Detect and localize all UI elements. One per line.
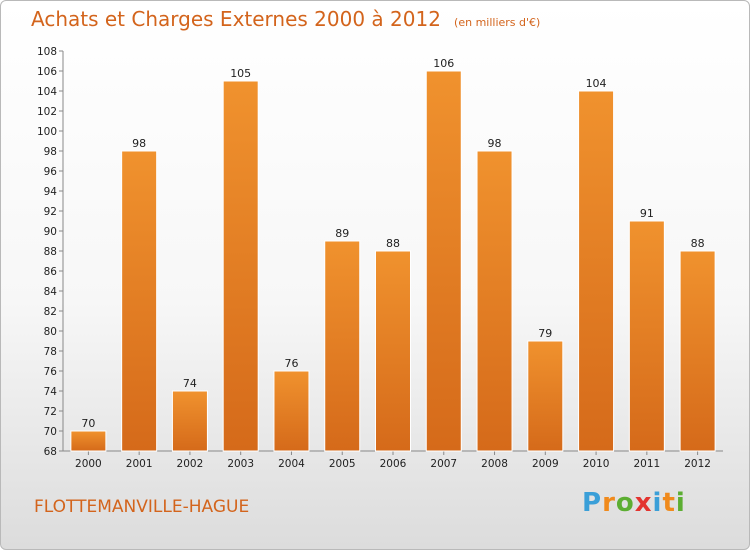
x-tick-label: 2011 bbox=[633, 458, 660, 470]
chart-unit: (en milliers d'€) bbox=[454, 16, 541, 29]
bar bbox=[324, 240, 361, 452]
x-tick-label: 2002 bbox=[177, 458, 204, 470]
logo-letter: i bbox=[652, 488, 663, 518]
logo-letter: P bbox=[582, 488, 603, 518]
logo-letter: x bbox=[634, 488, 653, 518]
y-tick-label: 88 bbox=[44, 246, 57, 258]
logo-letter: t bbox=[662, 488, 676, 518]
y-tick-label: 104 bbox=[37, 86, 57, 98]
bar-value-label: 98 bbox=[488, 137, 502, 150]
commune-name: FLOTTEMANVILLE-HAGUE bbox=[34, 497, 250, 517]
bar-value-label: 105 bbox=[230, 67, 251, 80]
y-tick-label: 74 bbox=[44, 386, 58, 398]
x-tick-label: 2000 bbox=[75, 458, 102, 470]
x-tick-label: 2003 bbox=[227, 458, 254, 470]
y-tick-label: 68 bbox=[44, 446, 57, 458]
y-tick-label: 70 bbox=[44, 426, 57, 438]
y-tick-label: 100 bbox=[37, 126, 57, 138]
y-tick-label: 108 bbox=[37, 46, 57, 58]
y-tick-label: 96 bbox=[44, 166, 58, 178]
bar-value-label: 89 bbox=[335, 227, 349, 240]
y-tick-label: 82 bbox=[44, 306, 57, 318]
bar bbox=[679, 250, 716, 452]
bar bbox=[222, 80, 259, 452]
bar-value-label: 76 bbox=[284, 357, 298, 370]
proxiti-logo[interactable]: Proxiti bbox=[582, 488, 686, 518]
y-tick-label: 72 bbox=[44, 406, 57, 418]
y-tick-label: 90 bbox=[44, 226, 57, 238]
y-tick-label: 98 bbox=[44, 146, 57, 158]
y-tick-label: 92 bbox=[44, 206, 57, 218]
chart-title-row: Achats et Charges Externes 2000 à 2012 (… bbox=[31, 7, 540, 31]
bar-value-label: 70 bbox=[81, 417, 95, 430]
bar bbox=[476, 150, 513, 452]
bar-value-label: 79 bbox=[538, 327, 552, 340]
bar-value-label: 104 bbox=[586, 77, 607, 90]
bar-value-label: 98 bbox=[132, 137, 146, 150]
x-tick-label: 2001 bbox=[126, 458, 153, 470]
bar bbox=[425, 70, 462, 452]
y-tick-label: 94 bbox=[44, 186, 58, 198]
x-tick-label: 2009 bbox=[532, 458, 559, 470]
bar-value-label: 91 bbox=[640, 207, 654, 220]
bar bbox=[70, 430, 107, 452]
logo-letter: i bbox=[675, 488, 686, 518]
y-tick-label: 84 bbox=[44, 286, 58, 298]
x-tick-label: 2008 bbox=[481, 458, 508, 470]
bar-value-label: 88 bbox=[386, 237, 400, 250]
bar-value-label: 74 bbox=[183, 377, 197, 390]
chart-labels: 70 98 74 105 76 89 88 106 98 79 104 91 88 bbox=[81, 57, 704, 430]
bar bbox=[527, 340, 564, 452]
bar bbox=[375, 250, 411, 452]
y-tick-label: 106 bbox=[37, 66, 57, 78]
x-tick-label: 2006 bbox=[380, 458, 407, 470]
x-tick-label: 2005 bbox=[329, 458, 356, 470]
bar bbox=[171, 390, 208, 452]
y-tick-label: 78 bbox=[44, 346, 57, 358]
x-tick-label: 2010 bbox=[583, 458, 610, 470]
bar bbox=[273, 370, 310, 452]
bar bbox=[121, 150, 158, 452]
bar-value-label: 106 bbox=[433, 57, 454, 70]
bar bbox=[628, 220, 665, 452]
y-tick-label: 102 bbox=[37, 106, 57, 118]
logo-letter: o bbox=[615, 488, 635, 518]
bar bbox=[578, 90, 615, 452]
y-tick-label: 80 bbox=[44, 326, 57, 338]
y-tick-label: 76 bbox=[44, 366, 58, 378]
chart-bars bbox=[70, 70, 716, 452]
y-tick-label: 86 bbox=[44, 266, 58, 278]
x-tick-label: 2004 bbox=[278, 458, 305, 470]
bar-value-label: 88 bbox=[691, 237, 705, 250]
chart-title: Achats et Charges Externes 2000 à 2012 bbox=[31, 7, 441, 31]
chart-axes: 68 70 72 74 76 78 80 82 84 86 88 90 92 94 96 98 100 102 10… bbox=[37, 46, 723, 470]
x-tick-label: 2012 bbox=[684, 458, 711, 470]
logo-letter: r bbox=[602, 488, 616, 518]
x-tick-label: 2007 bbox=[430, 458, 457, 470]
